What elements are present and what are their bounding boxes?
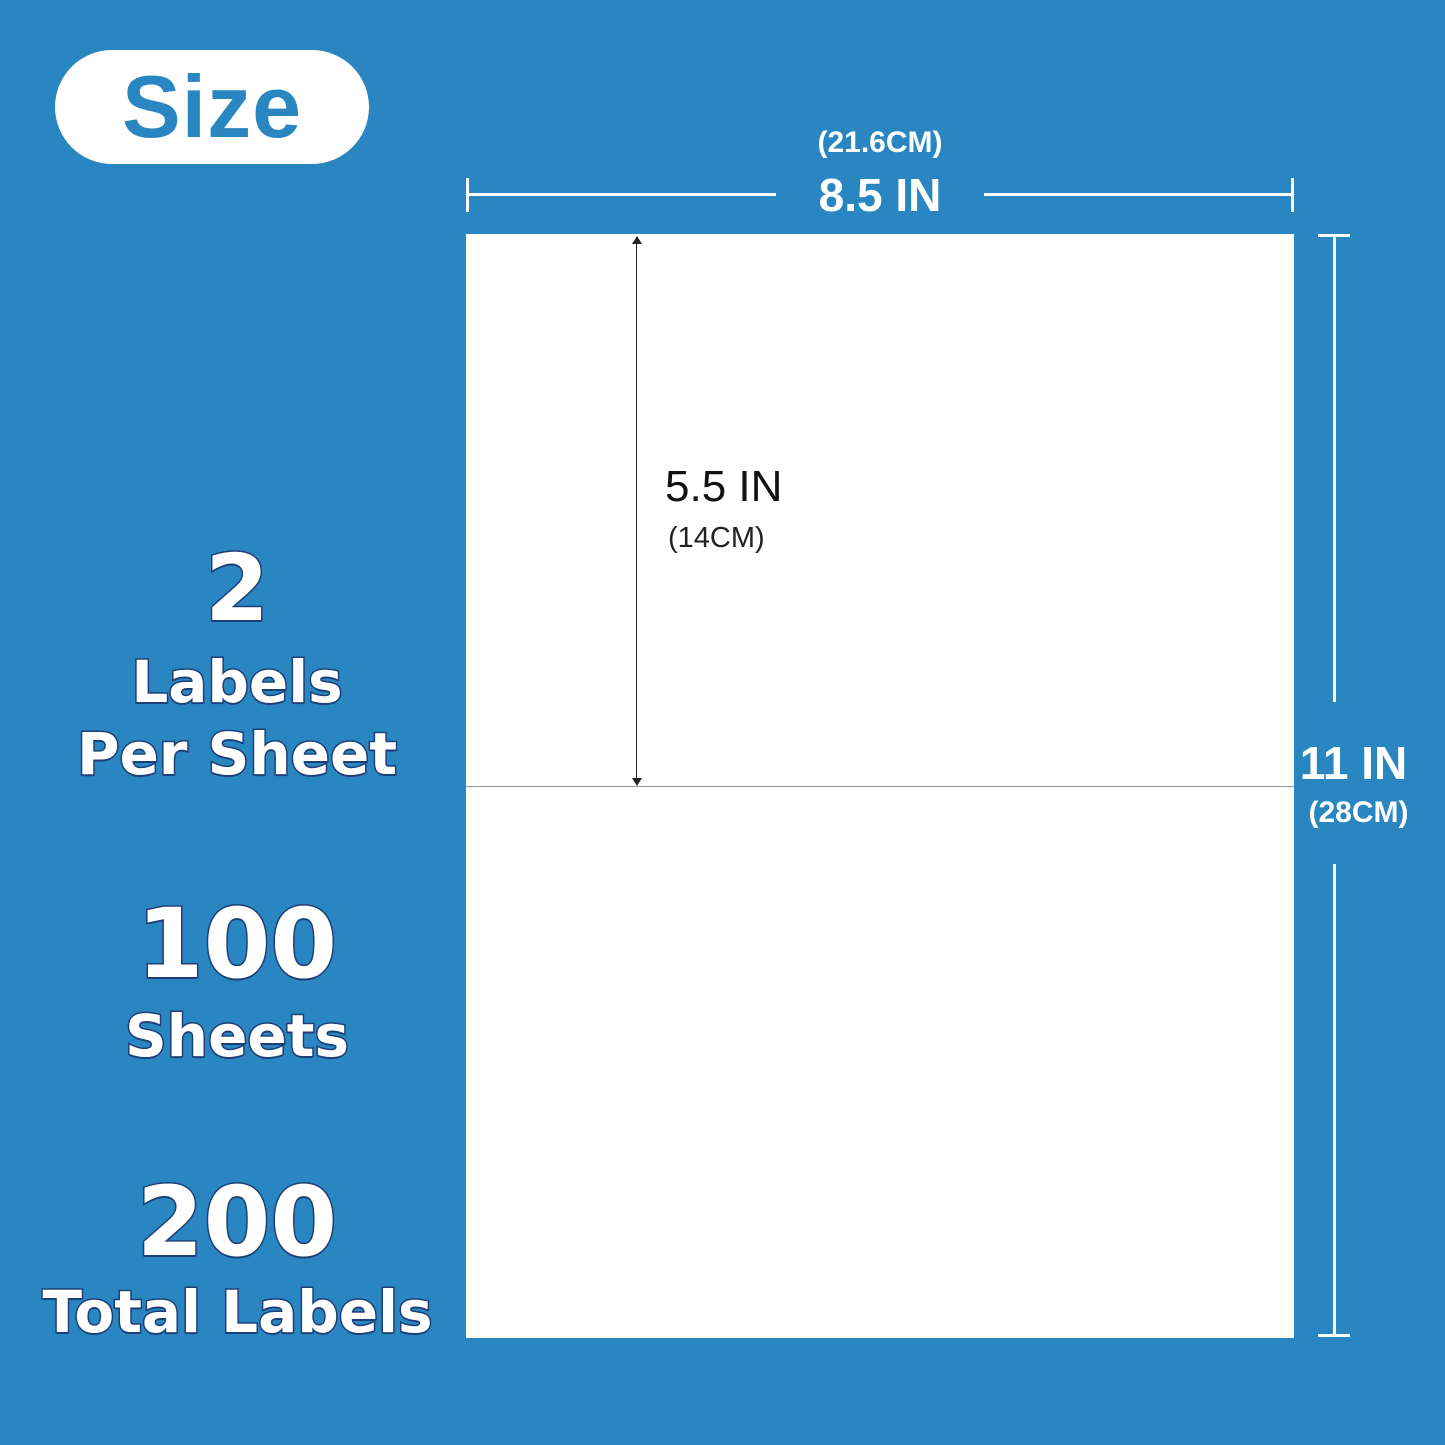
sheets-number: 100 (135, 887, 338, 1002)
label-height-inches: 5.5 IN (665, 462, 783, 511)
arrow-up-icon (632, 236, 642, 244)
height-line-top (1333, 236, 1336, 702)
height-line-bottom (1333, 864, 1336, 1336)
width-line-left (466, 193, 776, 196)
label-divider (466, 786, 1294, 787)
width-line-right (984, 193, 1294, 196)
size-badge: Size (55, 50, 369, 164)
size-title: Size (121, 57, 303, 156)
total-labels-label: Total Labels (41, 1277, 434, 1348)
labels-per-sheet-number: 2 (203, 534, 270, 644)
width-inches: 8.5 IN (818, 169, 942, 221)
arrow-down-icon (632, 778, 642, 786)
total-labels-number: 200 (135, 1165, 338, 1280)
labels-per-sheet-line1: Labels (130, 647, 344, 718)
labels-per-sheet-line2: Per Sheet (75, 719, 398, 790)
height-cm: (28CM) (1308, 796, 1409, 829)
height-tick-bottom (1318, 1334, 1350, 1337)
height-tick-top (1318, 234, 1350, 237)
width-cm: (21.6CM) (817, 126, 943, 159)
width-tick-right (1291, 178, 1294, 212)
sheets-label: Sheets (124, 1001, 351, 1072)
height-inches: 11 IN (1299, 737, 1408, 789)
label-height-cm: (14CM) (668, 522, 765, 554)
width-tick-left (466, 178, 469, 212)
label-height-arrow (636, 240, 637, 780)
